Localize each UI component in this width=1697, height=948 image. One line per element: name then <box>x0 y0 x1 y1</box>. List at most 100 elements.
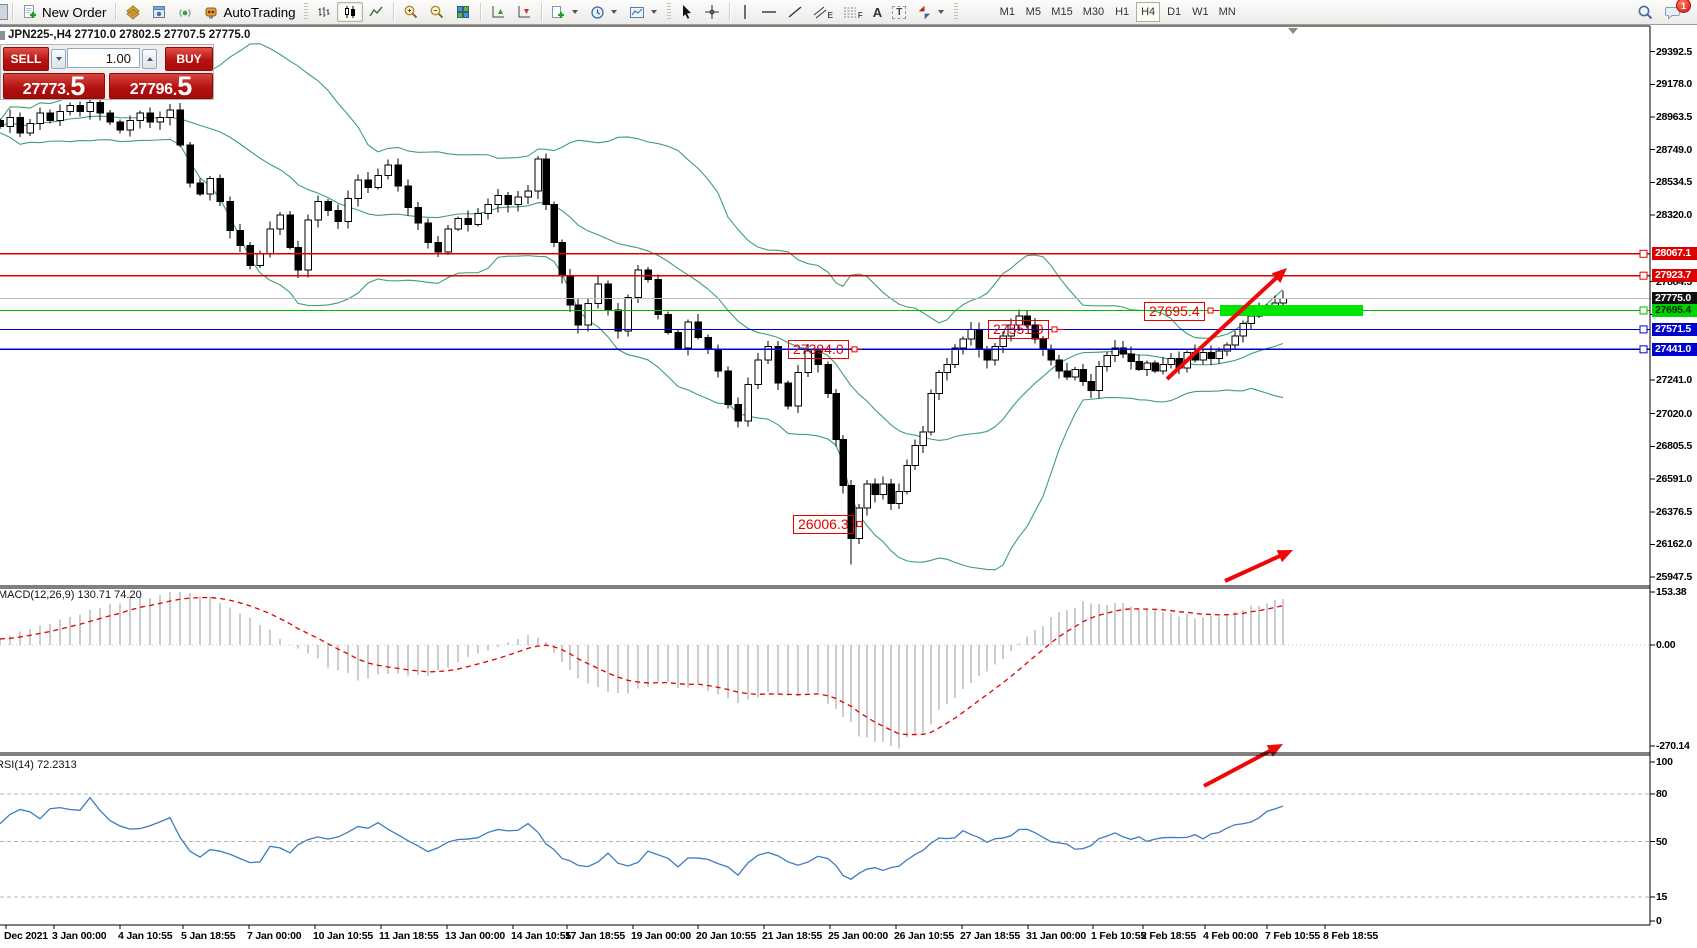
timeframe-M30[interactable]: M30 <box>1079 2 1108 22</box>
candlestick-button[interactable] <box>336 2 363 22</box>
trend-arrow-head[interactable] <box>1276 550 1293 563</box>
timeframe-M15[interactable]: M15 <box>1047 2 1076 22</box>
candle <box>684 321 692 349</box>
navigator-button[interactable] <box>146 2 172 22</box>
crosshair-tool-button[interactable] <box>699 2 725 22</box>
timeframe-M1[interactable]: M1 <box>995 2 1019 22</box>
price-annotation[interactable]: 26006.3 <box>793 515 854 535</box>
zoom-out-button[interactable] <box>424 2 450 22</box>
candle <box>654 278 662 315</box>
candle <box>1127 353 1135 363</box>
price-badge-27571.5[interactable]: 27571.5 <box>1652 322 1697 336</box>
template-button[interactable] <box>624 2 664 22</box>
volume-decrease-button[interactable] <box>51 49 66 69</box>
highlight-band-layer[interactable] <box>1220 305 1363 317</box>
sell-button[interactable]: SELL <box>3 47 49 71</box>
candle <box>1151 362 1159 372</box>
trend-arrow-head[interactable] <box>1266 744 1283 757</box>
buy-price-display[interactable]: 27796. 5 <box>109 73 213 100</box>
trend-arrow-line[interactable] <box>1224 551 1286 583</box>
timeframe-H4[interactable]: H4 <box>1136 2 1161 22</box>
bar-chart-button[interactable] <box>311 2 337 22</box>
highlight-rectangle[interactable] <box>1220 305 1363 317</box>
candle <box>644 269 652 280</box>
candle <box>1159 364 1167 372</box>
macd-signal-line <box>0 596 1284 736</box>
chat-button[interactable]: 1 <box>1659 0 1691 22</box>
separator <box>392 3 394 21</box>
candle <box>614 309 622 332</box>
price-badge-27441.0[interactable]: 27441.0 <box>1652 342 1697 356</box>
zoom-in-button[interactable] <box>398 2 424 22</box>
time-axis-label: 4 Jan 10:55 <box>118 930 173 942</box>
price-annotation[interactable]: 27695.4 <box>1144 301 1205 321</box>
tile-windows-button[interactable] <box>450 2 476 22</box>
timeframe-MN[interactable]: MN <box>1215 2 1240 22</box>
timeframe-H1[interactable]: H1 <box>1110 2 1134 22</box>
label-tool-button[interactable]: T <box>887 2 911 22</box>
candle <box>967 329 975 340</box>
price-annotation[interactable]: 27551.9 <box>988 320 1049 340</box>
search-button[interactable] <box>1632 2 1659 22</box>
candle <box>1111 347 1119 357</box>
timeframe-M5[interactable]: M5 <box>1021 2 1045 22</box>
price-badge-27923.7[interactable]: 27923.7 <box>1652 269 1697 283</box>
hline-tool-button[interactable] <box>756 2 782 22</box>
channel-tool-button[interactable]: E <box>808 2 838 22</box>
line-chart-button[interactable] <box>363 2 389 22</box>
signals-button[interactable] <box>172 2 198 22</box>
annotation-stubs <box>851 307 1220 528</box>
cursor-tool-button[interactable] <box>674 2 699 22</box>
vline-tool-button[interactable] <box>734 2 756 22</box>
fibonacci-tool-button[interactable]: F <box>838 2 868 22</box>
price-badge-27775.0[interactable]: 27775.0 <box>1652 291 1697 305</box>
autotrading-button[interactable]: AutoTrading <box>198 2 300 22</box>
sell-price-display[interactable]: 27773. 5 <box>3 73 105 100</box>
line-handle[interactable] <box>1639 325 1648 334</box>
period-button[interactable] <box>585 2 624 22</box>
line-handle[interactable] <box>1639 271 1648 280</box>
line-handle[interactable] <box>1639 249 1648 258</box>
new-chart-button[interactable] <box>546 2 585 22</box>
trend-arrow-line[interactable] <box>1165 272 1282 381</box>
price-lines[interactable] <box>0 249 1650 354</box>
dropdown-caret <box>938 10 945 14</box>
candle <box>975 329 983 350</box>
candle <box>832 393 840 441</box>
chart-shift-marker[interactable] <box>1288 28 1298 34</box>
arrows-tool-button[interactable] <box>911 2 951 22</box>
label-tool-glyph: T <box>892 5 907 19</box>
bollinger-middle <box>0 115 1284 441</box>
trend-arrow-line[interactable] <box>1203 746 1276 788</box>
trendline-icon <box>787 4 803 20</box>
line-handle[interactable] <box>1639 306 1648 315</box>
trendline-tool-button[interactable] <box>782 2 808 22</box>
new-order-button[interactable]: New Order <box>17 2 111 22</box>
cursor-icon <box>679 4 694 20</box>
candle <box>314 200 322 221</box>
buy-button[interactable]: BUY <box>165 47 213 71</box>
timeframe-D1[interactable]: D1 <box>1162 2 1186 22</box>
candle <box>734 403 742 422</box>
market-watch-button[interactable] <box>120 2 146 22</box>
decimal-point: . <box>65 82 71 99</box>
line-handle[interactable] <box>1639 345 1648 354</box>
candle <box>16 117 24 134</box>
crosshair-icon <box>704 4 720 20</box>
decimal-point: . <box>172 82 178 99</box>
text-tool-button[interactable]: A <box>868 2 887 22</box>
arrange-charts-alt-button[interactable] <box>511 2 537 22</box>
volume-increase-button[interactable] <box>142 49 157 69</box>
volume-input[interactable]: 1.00 <box>67 48 140 68</box>
trend-arrow-head[interactable] <box>1271 268 1287 283</box>
price-badge-27695.4[interactable]: 27695.4 <box>1652 304 1697 318</box>
price-annotation[interactable]: 27394.0 <box>788 340 849 360</box>
template-icon <box>629 5 645 20</box>
price-badge-28067.1[interactable]: 28067.1 <box>1652 247 1697 261</box>
candle <box>624 297 632 332</box>
arrange-charts-button[interactable] <box>485 2 511 22</box>
candle <box>304 219 312 271</box>
timeframe-W1[interactable]: W1 <box>1188 2 1213 22</box>
macd-scale-label: -270.14 <box>1656 740 1690 752</box>
